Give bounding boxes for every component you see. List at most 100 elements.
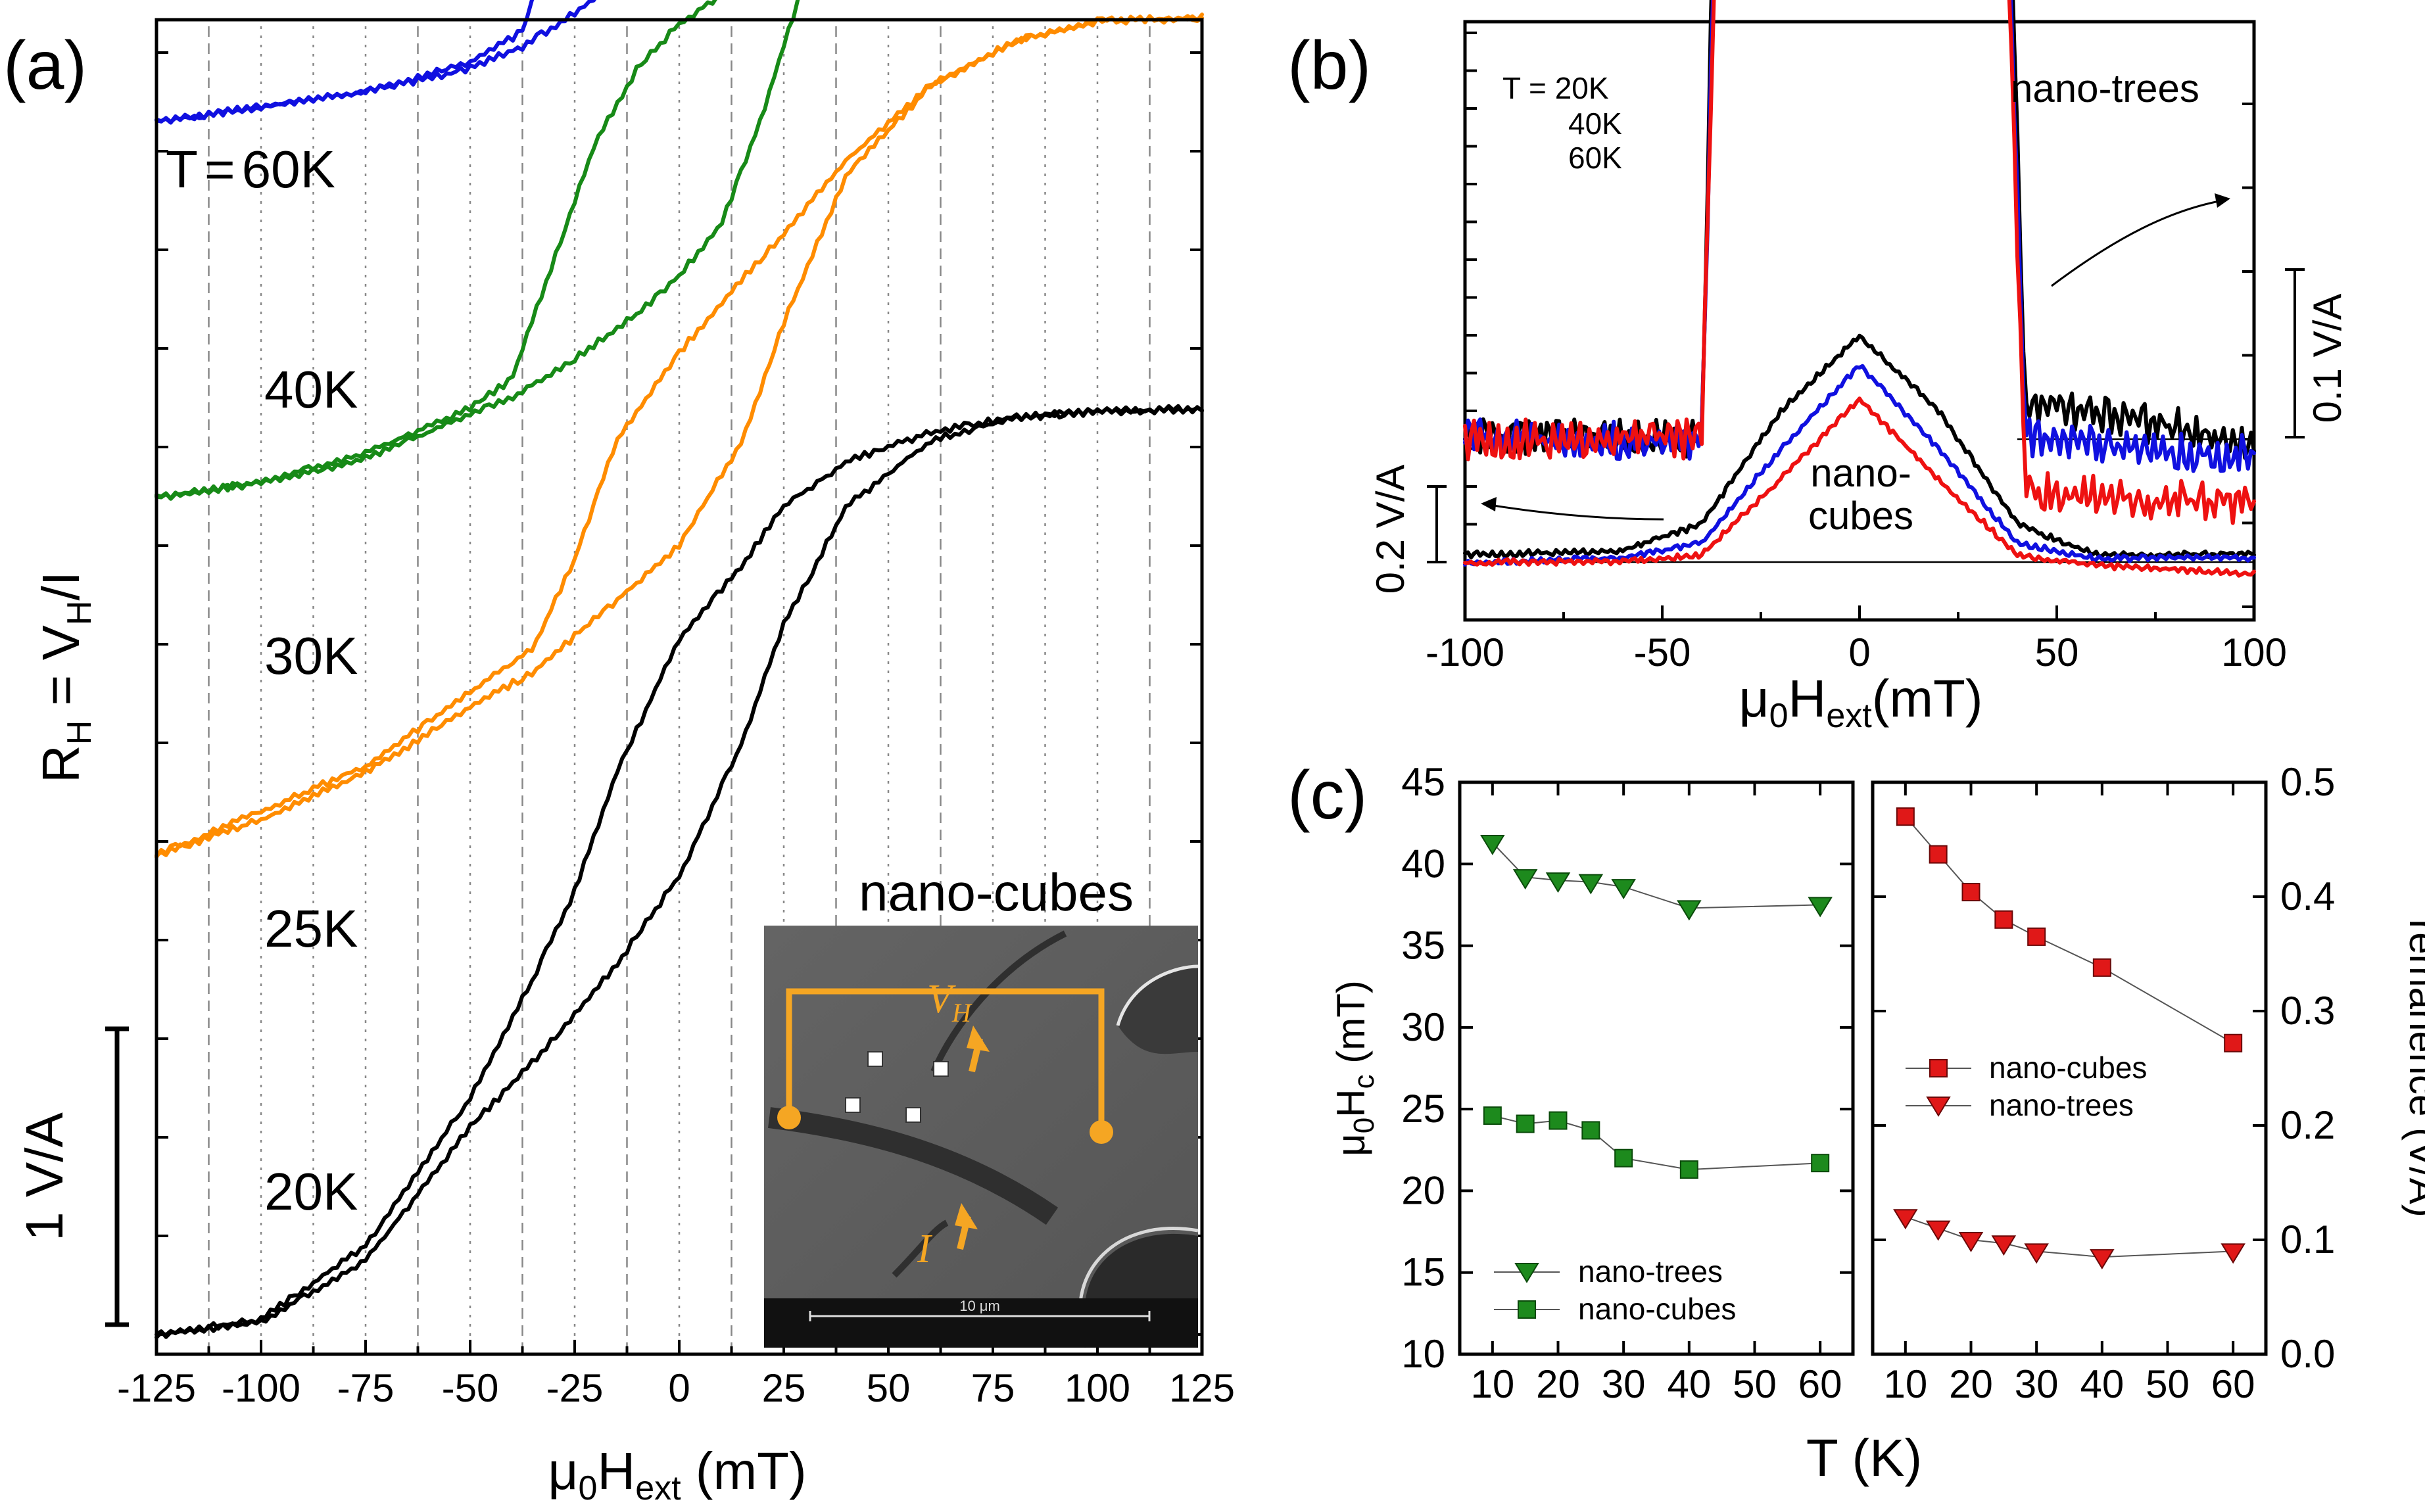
x-tick-label: 25: [762, 1366, 806, 1410]
point-nano-cubes: [2027, 927, 2046, 946]
scale-right: 0.1 V/A: [2305, 294, 2349, 423]
curve-25K-up: [155, 12, 1204, 859]
scalebar-label: 1 V/A: [15, 1112, 74, 1241]
point-nano-cubes: [1581, 1121, 1600, 1140]
x-tick-label: -125: [117, 1366, 196, 1410]
point-nano-trees: [2024, 1243, 2049, 1264]
panel-c: (c) 10 20 30 40 50 60 10 15 20 25 30 35 40 45 10 20 30 40…: [1287, 757, 2425, 1487]
x-tick-label: 100: [2221, 630, 2287, 674]
y-tick-label: 0.1: [2280, 1217, 2335, 1262]
y-tick-label: 25: [1401, 1087, 1445, 1131]
x-tick-label: 0: [1848, 630, 1870, 674]
x-tick-label: 125: [1169, 1366, 1235, 1410]
x-tick-label: -50: [1634, 630, 1691, 674]
panel-a-letter: (a): [3, 28, 87, 104]
y-tick-label: 30: [1401, 1005, 1445, 1049]
x-tick-label: 60: [2211, 1362, 2255, 1406]
svg-text:nano-trees: nano-trees: [1989, 1088, 2134, 1122]
x-tick-label: 75: [971, 1366, 1015, 1410]
x-tick-label: 100: [1065, 1366, 1130, 1410]
y-tick-label: 0.4: [2280, 874, 2335, 918]
x-tick-label: 50: [867, 1366, 911, 1410]
point-nano-trees: [1808, 897, 1833, 918]
svg-text:nano-trees: nano-trees: [1578, 1254, 1723, 1288]
point-nano-trees: [1958, 1232, 1984, 1252]
legend-b-40K: 40K: [1568, 106, 1622, 141]
panel-a-tick-labels: -125 -100 -75 -50 -25 0 25 50 75 100 125: [117, 1366, 1235, 1410]
inset-I: I: [917, 1227, 933, 1271]
panel-c-tick-labels: 10 20 30 40 50 60 10 15 20 25 30 35 40 45 10 20 30 40 50 60…: [1401, 760, 2335, 1406]
panel-c-ylabel-left: μ0Hc (mT): [1329, 980, 1380, 1156]
x-tick-label: -100: [222, 1366, 300, 1410]
point-nano-trees: [1512, 869, 1538, 890]
panel-c-points: [1480, 807, 2245, 1270]
point-nano-cubes: [2224, 1033, 2243, 1052]
label-nano-trees: nano-trees: [2011, 66, 2199, 110]
x-tick-label: 40: [2080, 1362, 2124, 1406]
point-nano-trees: [1893, 1209, 1918, 1230]
svg-text:nano-cubes: nano-cubes: [1578, 1292, 1736, 1326]
point-nano-cubes: [1549, 1111, 1568, 1130]
y-tick-label: 0.3: [2280, 989, 2335, 1033]
panel-a: (a) -125 -100 -75 -50 -25 0 25 50 75 100 125 RH = …: [3, 0, 1235, 1507]
curve-nano-cubes-20K: [1463, 333, 2256, 559]
legend-b-60K: 60K: [1568, 141, 1622, 175]
y-tick-label: 10: [1401, 1332, 1445, 1376]
x-tick-label: 60: [1798, 1362, 1842, 1406]
panel-c-right-frame: [1871, 780, 2268, 1356]
panel-b: (b) -100 -50 0 50 100 T = 20K 40K 60K nano-t…: [1287, 0, 2349, 735]
x-tick-label: 10: [1470, 1362, 1514, 1406]
panel-b-curves: [1463, 0, 2256, 578]
x-tick-label: 30: [1602, 1362, 1646, 1406]
point-nano-cubes: [1483, 1106, 1502, 1125]
panel-a-xlabel: μ0Hext (mT): [548, 1442, 806, 1507]
panel-b-letter: (b): [1287, 28, 1371, 104]
legend-c-left: nano-trees nano-cubes: [1494, 1254, 1736, 1326]
svg-text:μ0Hc (mT): μ0Hc (mT): [1329, 980, 1380, 1156]
panel-c-fit-lines: [1492, 816, 2234, 1258]
x-tick-label: 30: [2015, 1362, 2059, 1406]
curve-nano-trees-60K: [1463, 0, 2256, 525]
panel-b-xlabel: μ0Hext(mT): [1739, 669, 1983, 735]
x-tick-label: -75: [337, 1366, 395, 1410]
point-nano-trees: [1545, 872, 1571, 893]
scale-left: 0.2 V/A: [1368, 465, 1412, 594]
x-tick-label: 50: [2035, 630, 2079, 674]
x-tick-label: -25: [546, 1366, 604, 1410]
y-tick-label: 35: [1401, 924, 1445, 968]
x-tick-label: -50: [442, 1366, 499, 1410]
sem-inset: nano-cubes VH: [764, 863, 1199, 1348]
x-tick-label: 20: [1949, 1362, 1993, 1406]
y-tick-label: 45: [1401, 760, 1445, 804]
label-60K: T = 60K: [166, 140, 335, 199]
curve-30K-up: [155, 0, 717, 501]
point-nano-trees: [1578, 874, 1604, 895]
point-nano-cubes: [1811, 1154, 1830, 1173]
panel-c-xlabel: T (K): [1806, 1429, 1922, 1487]
label-20K: 20K: [264, 1162, 358, 1221]
curve-20K-down: [155, 405, 1204, 1339]
point-nano-cubes: [1679, 1160, 1698, 1179]
svg-text:nano-cubes: nano-cubes: [1989, 1051, 2147, 1085]
y-tick-label: 20: [1401, 1168, 1445, 1212]
svg-text:remanence (V/A): remanence (V/A): [2401, 919, 2425, 1217]
point-nano-trees: [1611, 879, 1636, 900]
point-nano-cubes: [1994, 910, 2013, 929]
point-nano-cubes: [1516, 1114, 1535, 1133]
panel-a-ylabel: RH = VH/I: [32, 571, 99, 783]
legend-c-right: nano-cubes nano-trees: [1906, 1051, 2147, 1122]
curve-25K-down: [155, 14, 1204, 858]
x-tick-label: 0: [668, 1366, 690, 1410]
label-30K: 30K: [264, 626, 358, 685]
label-40K: 40K: [264, 360, 358, 419]
x-tick-label: 50: [2146, 1362, 2190, 1406]
inset-title: nano-cubes: [859, 863, 1134, 922]
point-nano-cubes: [2092, 958, 2111, 977]
point-nano-trees: [1925, 1220, 1951, 1241]
arrow-cubes: [1489, 504, 1664, 521]
point-nano-cubes: [1929, 845, 1948, 864]
point-nano-trees: [1677, 900, 1702, 921]
y-tick-label: 40: [1401, 841, 1445, 886]
label-nano-cubes-2: cubes: [1808, 494, 1913, 538]
